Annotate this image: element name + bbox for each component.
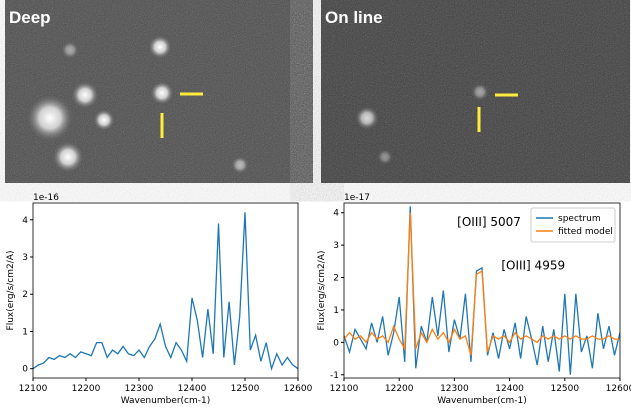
legend-box [530, 207, 616, 243]
image-label: On line [325, 8, 383, 27]
x-tick-label: 12300 [125, 384, 154, 394]
y-tick-label: 0 [22, 365, 28, 375]
axes-frame [32, 202, 299, 379]
y-tick-label: 0 [333, 338, 339, 348]
y-tick-label: 2 [22, 290, 28, 300]
y-tick-label: 4 [333, 209, 339, 219]
y-tick-label: 1 [333, 306, 339, 316]
x-tick-label: 12600 [606, 384, 631, 394]
y-axis-label: Flux(erg/s/cm2/A) [317, 251, 327, 331]
annotation: [OIII] 5007 [457, 215, 521, 229]
legend-label: fitted model [558, 227, 613, 237]
x-axis-label: Wavenumber(cm-1) [437, 396, 527, 406]
x-axis-label: Wavenumber(cm-1) [121, 396, 211, 406]
y-tick-label: 3 [333, 241, 339, 251]
y-tick-label: 1 [22, 327, 28, 337]
series-line [344, 212, 620, 356]
series-line [33, 212, 298, 372]
image-label: Deep [9, 8, 51, 27]
online-image: On line [321, 0, 630, 183]
x-tick-label: 12500 [231, 384, 260, 394]
y-tick-label: 2 [333, 274, 339, 284]
y-tick-label: -1 [330, 371, 339, 381]
x-tick-label: 12600 [284, 384, 313, 394]
x-tick-label: 12100 [330, 384, 359, 394]
x-tick-label: 12500 [550, 384, 579, 394]
deep-image: Deep [5, 0, 313, 183]
y-tick-label: 3 [22, 253, 28, 263]
x-tick-label: 12400 [178, 384, 207, 394]
axes-frame [343, 202, 621, 379]
x-tick-label: 12300 [440, 384, 469, 394]
series-line [344, 206, 620, 375]
x-tick-label: 12100 [19, 384, 48, 394]
legend-label: spectrum [558, 214, 601, 224]
y-tick-label: 4 [22, 216, 28, 226]
x-tick-label: 12200 [385, 384, 414, 394]
annotation: [OIII] 4959 [501, 259, 565, 273]
y-axis-label: Flux(erg/s/cm2/A) [6, 251, 16, 331]
x-tick-label: 12200 [72, 384, 101, 394]
offset-label: 1e-17 [344, 193, 370, 203]
offset-label: 1e-16 [33, 193, 59, 203]
x-tick-label: 12400 [495, 384, 524, 394]
